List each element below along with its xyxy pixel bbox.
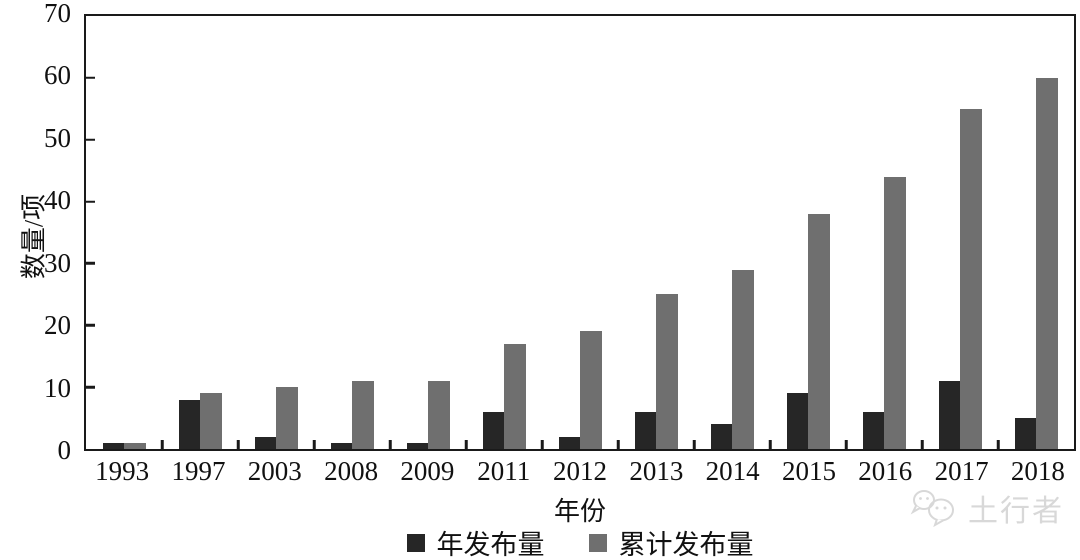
x-axis-title: 年份	[553, 497, 606, 526]
x-tick-label-2008: 2008	[324, 456, 379, 486]
legend-label-cumulative: 累计发布量	[618, 530, 754, 560]
bar-cumulative-2011	[503, 343, 526, 449]
y-tick-label-50: 50	[44, 122, 71, 153]
y-axis-title: 数量/项	[19, 193, 49, 280]
bar-group-2016	[846, 16, 922, 449]
bar-cumulative-2013	[655, 294, 678, 449]
bar-cumulative-2015	[807, 213, 830, 449]
x-tick-mark	[692, 440, 696, 449]
bar-annual-2008	[330, 442, 352, 449]
wechat-icon	[910, 490, 954, 528]
x-tick-mark	[388, 440, 392, 449]
legend-item-annual: 年发布量	[406, 523, 545, 560]
bar-group-2015	[770, 16, 846, 449]
bar-cumulative-2008	[351, 380, 374, 449]
bar-annual-2018	[1014, 418, 1036, 449]
bar-annual-2013	[634, 411, 656, 449]
y-tick-mark	[86, 262, 95, 265]
legend-label-annual: 年发布量	[436, 530, 545, 560]
bar-cumulative-2016	[883, 176, 906, 449]
y-tick-mark	[86, 76, 95, 80]
bar-group-2011	[466, 16, 542, 449]
x-tick-label-2009: 2009	[400, 456, 455, 486]
legend-swatch-annual	[406, 533, 425, 552]
y-tick-label-40: 40	[44, 185, 71, 216]
bar-group-1993	[86, 16, 162, 449]
legend-swatch-cumulative	[588, 533, 607, 552]
x-tick-mark	[312, 440, 316, 449]
bar-annual-2011	[482, 411, 504, 449]
bar-group-2009	[390, 16, 466, 449]
bar-cumulative-2003	[275, 387, 298, 449]
bar-annual-2009	[406, 442, 428, 449]
y-tick-label-60: 60	[44, 60, 71, 91]
bar-annual-2017	[938, 380, 960, 449]
y-tick-label-0: 0	[57, 434, 72, 465]
bar-cumulative-1997	[199, 393, 222, 449]
bar-annual-2015	[786, 393, 808, 449]
legend: 年发布量 累计发布量	[84, 523, 1076, 560]
bar-cumulative-2018	[1035, 77, 1058, 449]
bar-annual-1997	[178, 399, 200, 449]
x-tick-mark	[768, 440, 772, 449]
bar-annual-2016	[862, 411, 884, 449]
y-tick-label-70: 70	[44, 0, 71, 28]
bar-group-1997	[162, 16, 238, 449]
x-tick-mark	[160, 440, 164, 449]
x-tick-label-2015: 2015	[781, 456, 836, 486]
x-tick-mark	[844, 440, 848, 449]
bar-annual-2003	[254, 436, 276, 449]
bar-group-2013	[618, 16, 694, 449]
x-tick-mark	[236, 440, 240, 449]
x-tick-label-1997: 1997	[171, 456, 226, 486]
legend-item-cumulative: 累计发布量	[588, 523, 754, 560]
y-tick-label-30: 30	[44, 247, 71, 278]
y-tick-mark	[86, 385, 95, 389]
watermark-text: 土行者	[968, 495, 1064, 528]
y-tick-label-10: 10	[44, 372, 71, 403]
watermark: 土行者	[910, 486, 1064, 530]
bar-cumulative-1993	[123, 442, 146, 449]
x-tick-label-2012: 2012	[553, 456, 608, 486]
x-axis-tick-labels: 1993 1997 2003 2008 2009 2011 2012 2013 2014 2015…	[84, 456, 1076, 487]
x-tick-label-1993: 1993	[95, 456, 150, 486]
bar-annual-2012	[558, 436, 580, 449]
y-axis-tick-labels: 0 10 20 30 40 50 60 70	[0, 0, 71, 463]
x-tick-label-2011: 2011	[477, 456, 531, 486]
bar-group-2014	[694, 16, 770, 449]
y-tick-mark	[86, 200, 95, 203]
bar-group-2018	[998, 16, 1074, 449]
bar-cumulative-2012	[579, 331, 602, 449]
bar-cumulative-2017	[959, 108, 982, 449]
x-tick-label-2014: 2014	[705, 456, 760, 486]
y-tick-mark	[86, 138, 95, 141]
y-tick-label-20: 20	[44, 310, 71, 341]
x-tick-mark	[464, 440, 468, 449]
x-tick-label-2016: 2016	[858, 456, 913, 486]
x-tick-label-2013: 2013	[629, 456, 684, 486]
x-tick-mark	[996, 440, 1000, 449]
x-tick-mark	[616, 440, 620, 449]
y-tick-mark	[86, 324, 95, 327]
bar-group-2003	[238, 16, 314, 449]
x-tick-mark	[540, 440, 544, 449]
bar-group-2008	[314, 16, 390, 449]
x-tick-label-2017: 2017	[934, 456, 989, 486]
bar-group-2012	[542, 16, 618, 449]
bar-annual-1993	[102, 442, 124, 449]
x-tick-label-2018: 2018	[1010, 456, 1065, 486]
bar-annual-2014	[710, 424, 732, 449]
plot-area	[84, 14, 1076, 451]
bar-groups	[86, 16, 1074, 449]
bar-group-2017	[922, 16, 998, 449]
x-tick-mark	[920, 440, 924, 449]
bar-cumulative-2014	[731, 269, 754, 449]
bar-cumulative-2009	[427, 380, 450, 449]
x-tick-label-2003: 2003	[247, 456, 302, 486]
